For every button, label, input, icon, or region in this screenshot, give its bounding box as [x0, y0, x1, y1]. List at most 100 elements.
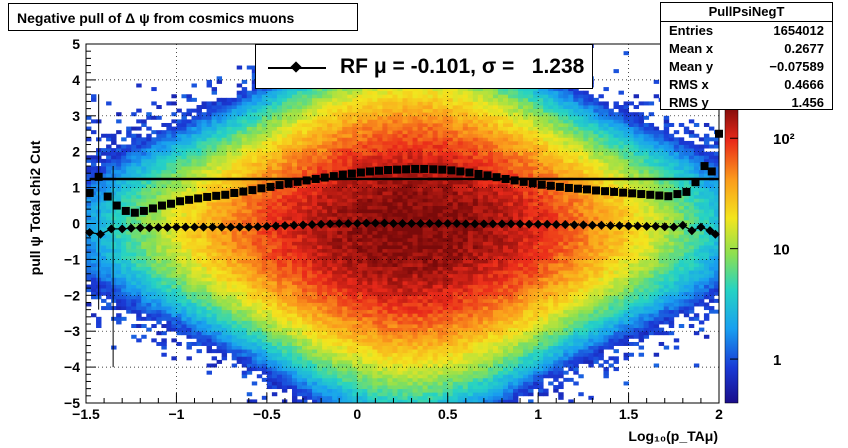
heatmap-cell — [281, 309, 288, 314]
heatmap-cell — [392, 399, 398, 403]
heatmap-cell — [131, 252, 137, 257]
heatmap-cell — [302, 158, 308, 163]
heatmap-cell — [372, 345, 378, 350]
heatmap-cell — [347, 122, 353, 127]
heatmap-cell — [357, 399, 363, 403]
heatmap-cell — [347, 90, 353, 95]
heatmap-cell — [121, 144, 127, 149]
heatmap-cell — [397, 320, 403, 325]
heatmap-cell — [377, 277, 383, 282]
heatmap-cell — [106, 277, 112, 282]
heatmap-cell — [136, 219, 142, 224]
heatmap-cell — [342, 331, 348, 336]
heatmap-cell — [392, 158, 398, 163]
heatmap-cell — [291, 248, 298, 253]
heatmap-cell — [276, 219, 283, 224]
heatmap-cell — [116, 194, 122, 199]
heatmap-cell — [136, 126, 142, 131]
heatmap-cell — [342, 158, 348, 163]
heatmap-cell — [116, 155, 122, 160]
heatmap-cell — [317, 280, 323, 285]
heatmap-cell — [402, 291, 408, 296]
heatmap-cell — [196, 151, 202, 156]
heatmap-cell — [387, 363, 393, 368]
heatmap-cell — [317, 122, 323, 127]
heatmap-cell — [312, 126, 318, 131]
heatmap-cell — [281, 205, 288, 210]
heatmap-cell — [186, 122, 192, 127]
heatmap-cell — [171, 313, 177, 318]
heatmap-cell — [226, 252, 233, 257]
heatmap-cell — [276, 94, 283, 99]
heatmap-cell — [261, 205, 268, 210]
heatmap-cell — [141, 324, 147, 329]
heatmap-cell — [96, 324, 102, 329]
heatmap-cell — [231, 151, 238, 156]
heatmap-cell — [106, 291, 112, 296]
heatmap-cell — [271, 158, 278, 163]
heatmap-cell — [246, 94, 253, 99]
heatmap-cell — [372, 144, 378, 149]
heatmap-cell — [372, 122, 378, 127]
heatmap-cell — [161, 166, 167, 171]
heatmap-cell — [337, 97, 343, 102]
heatmap-cell — [261, 241, 268, 246]
heatmap-cell — [382, 198, 388, 203]
heatmap-cell — [397, 306, 403, 311]
heatmap-cell — [266, 198, 273, 203]
heatmap-cell — [337, 252, 343, 257]
heatmap-cell — [226, 126, 233, 131]
heatmap-cell — [206, 83, 212, 88]
heatmap-cell — [286, 266, 293, 271]
heatmap-cell — [216, 97, 223, 102]
heatmap-cell — [337, 291, 343, 296]
heatmap-cell — [377, 327, 383, 332]
heatmap-cell — [176, 291, 182, 296]
heatmap-cell — [221, 105, 228, 110]
heatmap-cell — [347, 241, 353, 246]
heatmap-cell — [216, 284, 223, 289]
heatmap-cell — [357, 255, 363, 260]
heatmap-cell — [201, 280, 207, 285]
heatmap-cell — [106, 234, 112, 239]
heatmap-cell — [297, 97, 303, 102]
heatmap-cell — [131, 140, 137, 145]
heatmap-cell — [261, 295, 268, 300]
heatmap-cell — [291, 381, 298, 386]
heatmap-cell — [186, 212, 192, 217]
heatmap-cell — [266, 94, 273, 99]
heatmap-cell — [372, 395, 378, 400]
heatmap-cell — [347, 144, 353, 149]
heatmap-cell — [241, 298, 248, 303]
heatmap-cell — [161, 309, 167, 314]
heatmap-cell — [206, 291, 212, 296]
heatmap-cell — [246, 356, 253, 361]
heatmap-cell — [116, 158, 122, 163]
heatmap-cell — [166, 284, 172, 289]
heatmap-cell — [171, 112, 177, 117]
heatmap-cell — [337, 212, 343, 217]
heatmap-cell — [106, 216, 112, 221]
heatmap-cell — [297, 338, 303, 343]
heatmap-cell — [251, 112, 258, 117]
heatmap-cell — [307, 122, 313, 127]
heatmap-cell — [322, 115, 328, 120]
heatmap-cell — [241, 209, 248, 214]
heatmap-cell — [327, 227, 333, 232]
heatmap-cell — [312, 377, 318, 382]
heatmap-cell — [337, 284, 343, 289]
heatmap-cell — [307, 392, 313, 397]
heatmap-cell — [271, 252, 278, 257]
heatmap-cell — [372, 273, 378, 278]
heatmap-cell — [161, 341, 167, 346]
heatmap-cell — [266, 270, 273, 275]
heatmap-cell — [337, 363, 343, 368]
heatmap-cell — [236, 306, 243, 311]
heatmap-cell — [196, 331, 202, 336]
heatmap-cell — [302, 201, 308, 206]
heatmap-cell — [131, 288, 137, 293]
heatmap-cell — [322, 395, 328, 400]
heatmap-cell — [201, 298, 207, 303]
heatmap-cell — [312, 158, 318, 163]
heatmap-cell — [256, 306, 263, 311]
